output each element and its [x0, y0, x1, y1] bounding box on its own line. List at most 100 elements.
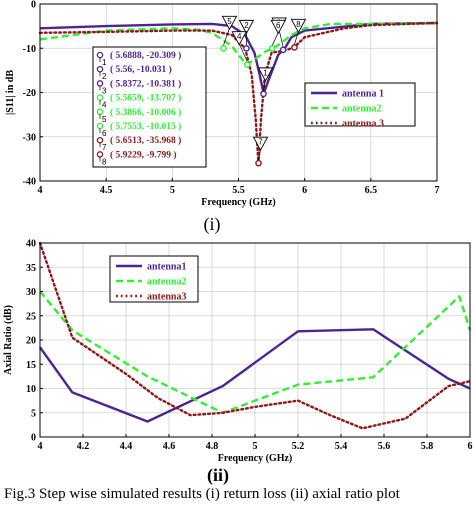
marker-stem: [223, 28, 230, 46]
x-tick-label: 4.8: [206, 441, 219, 452]
legend-entry: antenna 3: [342, 119, 384, 130]
marker-stem: [278, 29, 284, 48]
marker-triangle: [257, 67, 274, 82]
marker-point: [268, 45, 276, 52]
legend: antenna 1 antenna2 antenna 3: [304, 82, 416, 130]
annotation-marker-id: 1: [102, 58, 107, 67]
subfigure-label: (ii): [207, 465, 229, 486]
annotation-row-3: 3( 5.8372, -10.381 ): [96, 78, 181, 95]
y-axis-label: Axial Ratio (dB): [3, 305, 14, 375]
annotation-value: ( 5.3866, -10.006 ): [110, 107, 181, 118]
annotation-marker-icon: [96, 94, 104, 101]
marker-flag-2: 2: [238, 19, 255, 52]
annotation-row-5: 5( 5.3866, -10.006 ): [96, 107, 181, 124]
marker-flag-6: 6: [268, 19, 287, 52]
marker-number: 2: [244, 21, 249, 30]
annotation-value: ( 5.5659, -13.707 ): [110, 93, 181, 104]
marker-point: [220, 44, 227, 52]
marker-stem: [271, 32, 279, 46]
y-tick-label: 5: [31, 408, 36, 419]
annotation-marker-id: 6: [102, 129, 107, 138]
series-line-antenna1: [39, 328, 471, 423]
marker-flag-1: 1: [257, 67, 274, 98]
marker-number: 4: [237, 32, 242, 41]
annotation-value: ( 5.7553, -10.015 ): [110, 121, 181, 132]
x-axis-label: Frequency (GHz): [218, 453, 293, 464]
axial-ratio-plot: 4 4.2 4.4 4.6 4.8 5 5.2 5.4 5.6 5.8 6 0 5 10 15 20 25 30 3…: [3, 239, 473, 487]
return-loss-plot: 4 4.5 5 5.5 6 6.5 7 0 -10 -20 -30 -40 Frequency (GHz…: [5, 0, 440, 235]
x-tick-label: 5.2: [292, 441, 305, 452]
annotation-marker-icon: [96, 65, 104, 73]
x-tick-label: 6: [302, 185, 307, 196]
x-tick-label: 5: [253, 441, 258, 452]
figure-caption: Fig.3 Step wise simulated results (i) re…: [4, 486, 400, 502]
annotation-value: ( 5.6513, -35.968 ): [110, 135, 181, 146]
x-tick-label: 4: [38, 185, 43, 196]
annotation-row-1: 1( 5.6888, -20.309 ): [96, 50, 181, 67]
series-line-antenna3: [38, 241, 472, 430]
marker-flag-5: 5: [220, 15, 238, 52]
annotation-row-4: 4( 5.5659, -13.707 ): [96, 93, 181, 110]
annotation-marker-icon: [96, 151, 104, 158]
series-line-antenna2: [39, 290, 472, 414]
marker-point: [260, 90, 267, 98]
marker-triangle: [252, 136, 269, 152]
y-tick-label: 20: [26, 336, 36, 347]
annotation-frame: [92, 46, 207, 168]
marker-triangle: [221, 15, 238, 31]
marker-flag-8: 8: [290, 18, 307, 51]
y-tick-label: 25: [26, 311, 36, 322]
marker-stem: [263, 79, 266, 91]
annotation-row-8: 8( 5.9229, -9.799 ): [96, 149, 177, 166]
series-line-antenna-3: [38, 21, 439, 165]
annotation-marker-icon: [96, 136, 104, 144]
annotation-value: ( 5.6888, -20.309 ): [110, 50, 181, 61]
marker-number: 8: [296, 20, 301, 29]
subfigure-label: (i): [204, 214, 221, 235]
annotation-marker-id: 4: [102, 101, 107, 110]
legend-entry: antenna2: [147, 277, 186, 288]
annotation-marker-icon: [96, 108, 104, 116]
y-tick-label: 0: [31, 0, 36, 11]
y-tick-label: 35: [26, 263, 36, 274]
marker-point: [279, 46, 287, 54]
legend-box: [109, 255, 199, 303]
marker-triangle: [290, 18, 307, 34]
marker-number: 6: [276, 21, 281, 30]
annotation-value: ( 5.8372, -10.381 ): [110, 78, 181, 89]
legend-entry: antenna1: [147, 262, 186, 273]
legend-entry: antenna2: [342, 104, 381, 115]
legend-box: [304, 82, 416, 127]
x-axis-label: Frequency (GHz): [201, 197, 276, 208]
marker-flag-7: 7: [252, 136, 269, 167]
annotation-marker-icon: [96, 80, 104, 87]
marker-stem: [238, 43, 248, 62]
marker-annotation-box: 1( 5.6888, -20.309 )2( 5.56, -10.031 )3(…: [92, 46, 207, 168]
marker-flag-4: 4: [231, 31, 251, 68]
annotation-marker-id: 7: [102, 143, 107, 152]
marker-number: 7: [258, 138, 263, 147]
y-tick-label: -40: [23, 177, 36, 188]
marker-point: [243, 45, 250, 52]
y-tick-label: -20: [23, 88, 36, 99]
y-tick-label: 15: [26, 360, 36, 371]
annotation-row-2: 2( 5.56, -10.031 ): [96, 64, 172, 81]
x-tick-label: 4.6: [163, 441, 176, 452]
annotation-marker-id: 2: [102, 72, 107, 81]
marker-stem: [294, 31, 299, 45]
y-tick-label: -30: [23, 132, 36, 143]
annotation-marker-icon: [96, 122, 104, 130]
legend-entry: antenna3: [147, 292, 186, 303]
marker-number: 5: [227, 17, 232, 26]
x-tick-label: 4.2: [77, 441, 90, 452]
x-tick-label: 4: [38, 441, 43, 452]
series-line-antenna-1: [39, 21, 438, 96]
annotation-row-7: 7( 5.6513, -35.968 ): [96, 135, 181, 152]
annotation-marker-id: 8: [102, 157, 107, 166]
x-tick-label: 4.5: [100, 185, 113, 196]
marker-point: [291, 44, 298, 51]
annotation-value: ( 5.9229, -9.799 ): [110, 149, 177, 160]
annotation-marker-id: 5: [102, 115, 107, 124]
x-tick-label: 5.8: [421, 441, 434, 452]
